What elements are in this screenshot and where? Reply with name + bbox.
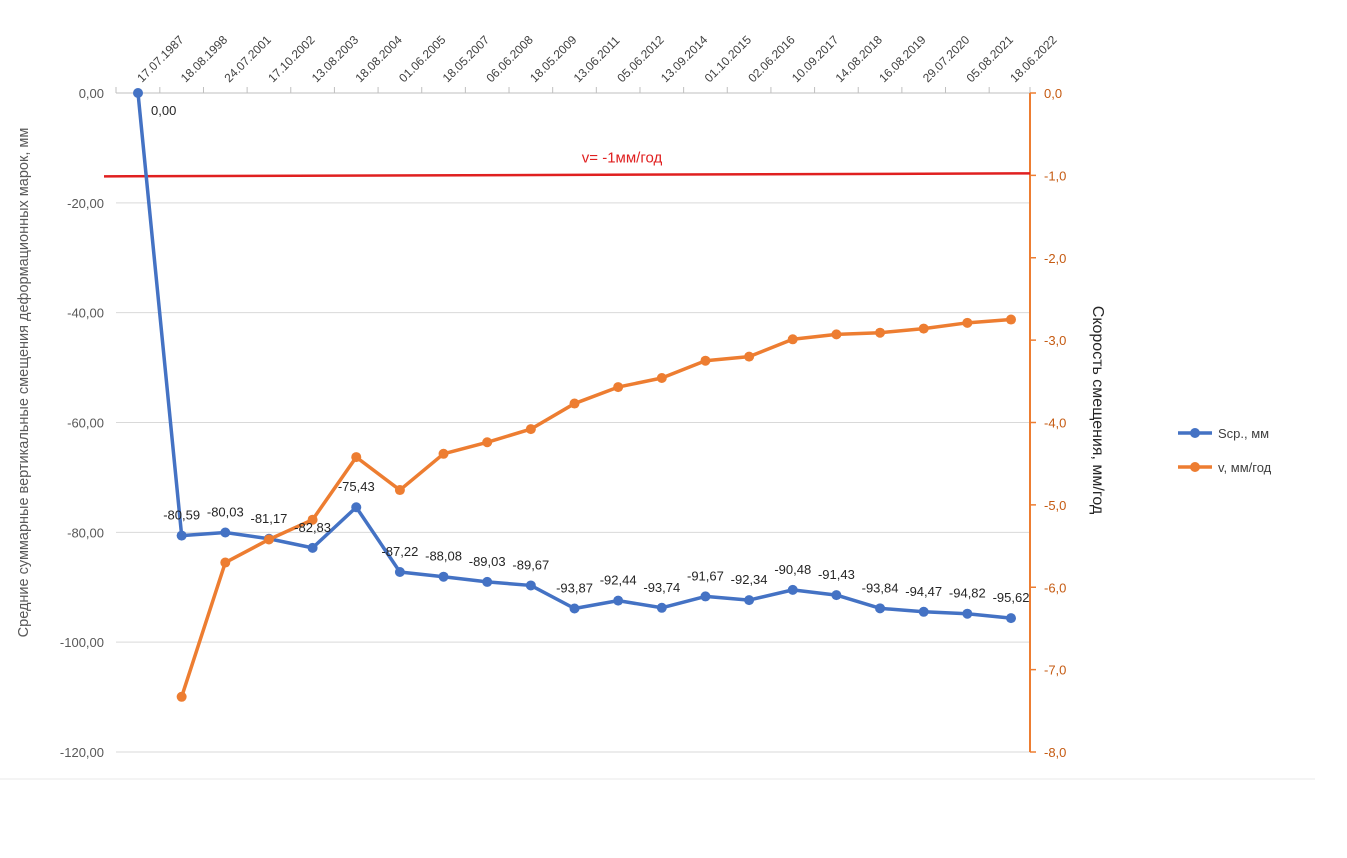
data-point [394, 566, 405, 577]
data-point [831, 329, 842, 340]
data-point [875, 327, 886, 338]
data-label: -92,44 [600, 573, 637, 588]
x-tick-label: 18.06.2022 [1007, 33, 1060, 86]
data-point [569, 398, 580, 409]
data-point [438, 448, 449, 459]
y-right-tick-label: -5,0 [1044, 498, 1066, 513]
data-point [918, 323, 929, 334]
data-label: -81,17 [251, 511, 288, 526]
data-point [1006, 613, 1016, 624]
data-label: -91,67 [687, 568, 724, 583]
data-point [962, 317, 973, 328]
data-point [525, 424, 536, 435]
data-point [613, 595, 624, 606]
data-label: -94,47 [905, 584, 942, 599]
data-label: -82,83 [294, 520, 331, 535]
data-point [351, 502, 362, 513]
data-label: -89,67 [512, 557, 549, 572]
data-label: -94,82 [949, 586, 986, 601]
data-point [656, 373, 667, 384]
data-point [787, 584, 798, 595]
y-left-tick-label: -80,00 [67, 525, 104, 540]
y-left-tick-label: -120,00 [60, 745, 104, 760]
y-right-tick-label: -6,0 [1044, 580, 1066, 595]
data-label: -89,03 [469, 554, 506, 569]
data-point [700, 355, 711, 366]
y-right-tick-label: -8,0 [1044, 745, 1066, 760]
y-left-tick-label: -100,00 [60, 635, 104, 650]
data-label: -90,48 [774, 562, 811, 577]
data-point [613, 382, 624, 393]
y-right-axis-title: Скорость смещения, мм/год [1089, 306, 1106, 515]
data-label: -91,43 [818, 567, 855, 582]
data-point [962, 608, 973, 619]
data-point [176, 530, 187, 541]
data-label: -80,59 [163, 508, 200, 523]
data-label: -88,08 [425, 549, 462, 564]
y-left-tick-label: -60,00 [67, 416, 104, 431]
legend-marker [1190, 462, 1200, 472]
data-label: 0,00 [151, 103, 176, 118]
data-point [831, 590, 842, 601]
y-left-axis-title: Средние суммарные вертикальные смещения … [16, 128, 32, 638]
data-point [525, 580, 536, 591]
data-point [744, 351, 755, 362]
data-point [438, 571, 449, 582]
data-label: -80,03 [207, 504, 244, 519]
data-point [744, 595, 755, 606]
data-label: -87,22 [381, 544, 418, 559]
data-label: -93,87 [556, 581, 593, 596]
data-point [875, 603, 886, 614]
y-right-tick-label: -1,0 [1044, 168, 1066, 183]
data-label: -92,34 [731, 572, 768, 587]
y-left-tick-label: -40,00 [67, 306, 104, 321]
data-point [263, 534, 274, 545]
data-point [482, 576, 493, 587]
data-point [176, 691, 187, 702]
y-right-tick-label: -3,0 [1044, 333, 1066, 348]
data-label: -75,43 [338, 479, 375, 494]
y-right-tick-label: -4,0 [1044, 416, 1066, 431]
x-tick-label: 13.06.2011 [571, 33, 623, 85]
data-point [307, 514, 318, 525]
data-label: -93,84 [862, 580, 899, 595]
data-point [351, 452, 362, 463]
data-point [482, 437, 493, 448]
y-left-tick-label: -20,00 [67, 196, 104, 211]
data-point [918, 606, 929, 617]
data-point [1006, 314, 1016, 325]
data-point [787, 334, 798, 345]
data-point [569, 603, 580, 614]
legend-marker [1190, 428, 1200, 438]
series-line-velocity [179, 317, 1012, 698]
data-point [307, 542, 318, 553]
data-label: -95,62 [993, 590, 1030, 605]
data-point [220, 527, 231, 538]
legend-label: Scp., мм [1218, 426, 1269, 441]
data-point [700, 591, 711, 602]
y-right-tick-label: 0,0 [1044, 86, 1062, 101]
y-right-tick-label: -7,0 [1044, 663, 1066, 678]
data-point [133, 88, 143, 98]
data-label: -93,74 [643, 580, 680, 595]
data-point [394, 485, 405, 496]
data-point [220, 557, 231, 568]
reference-line [103, 172, 1031, 178]
reference-line-label: v= -1мм/год [582, 149, 663, 166]
y-left-tick-label: 0,00 [79, 86, 104, 101]
data-point [656, 602, 667, 613]
y-right-tick-label: -2,0 [1044, 251, 1066, 266]
legend-label: v, мм/год [1218, 460, 1272, 475]
